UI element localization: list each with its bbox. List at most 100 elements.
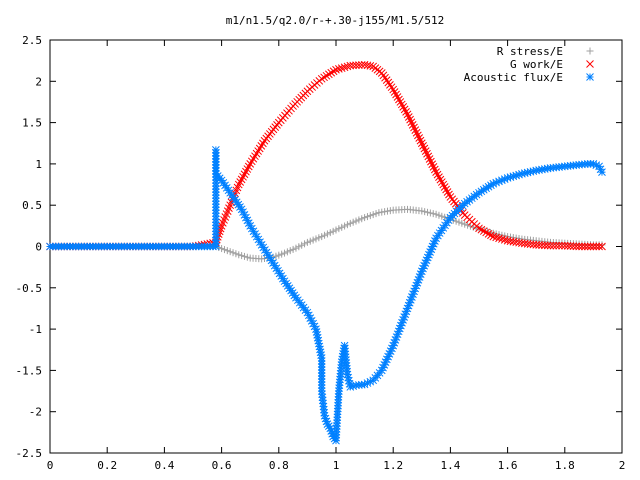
marker-stroke xyxy=(262,248,271,257)
marker-stroke xyxy=(304,311,313,320)
y-tick-label: -2 xyxy=(29,406,42,419)
marker-stroke xyxy=(243,216,252,225)
data-point xyxy=(386,80,394,89)
chart-title: m1/n1.5/q2.0/r-+.30-j155/M1.5/512 xyxy=(226,14,445,27)
marker-stroke xyxy=(535,241,543,249)
marker-stroke xyxy=(251,230,259,238)
marker-stroke xyxy=(498,235,506,243)
marker-stroke xyxy=(349,61,358,70)
marker-stroke xyxy=(552,241,561,250)
data-point xyxy=(404,113,413,121)
marker-stroke xyxy=(586,242,595,251)
marker-stroke xyxy=(269,259,277,267)
data-point xyxy=(390,88,399,96)
marker-stroke xyxy=(523,168,532,177)
marker-stroke xyxy=(546,241,555,250)
data-point xyxy=(418,207,426,215)
marker-stroke xyxy=(442,185,450,194)
data-point xyxy=(403,110,412,119)
data-point xyxy=(417,139,426,148)
y-tick-label: -0.5 xyxy=(16,282,43,295)
data-point xyxy=(283,248,291,256)
data-point xyxy=(349,61,358,70)
marker-stroke xyxy=(222,184,231,192)
marker-stroke xyxy=(236,203,244,211)
x-tick-label: 0.2 xyxy=(97,459,117,472)
data-point xyxy=(477,225,486,234)
marker-stroke xyxy=(242,213,250,222)
data-point xyxy=(343,221,351,229)
data-point xyxy=(592,242,601,251)
legend-marker xyxy=(586,47,594,55)
data-point xyxy=(429,163,438,171)
data-point xyxy=(377,69,386,77)
data-point xyxy=(424,208,432,216)
data-point xyxy=(572,242,581,251)
data-point xyxy=(220,246,228,254)
marker-stroke xyxy=(569,242,578,251)
marker-stroke xyxy=(340,63,349,72)
marker-stroke xyxy=(477,225,486,234)
marker-stroke xyxy=(232,198,241,207)
marker-stroke xyxy=(412,128,421,137)
data-point xyxy=(484,229,493,238)
marker-stroke xyxy=(403,110,412,119)
y-tick-label: -1.5 xyxy=(16,364,43,377)
marker-stroke xyxy=(415,134,424,142)
marker-stroke xyxy=(275,269,284,278)
x-tick-label: 0.6 xyxy=(212,459,232,472)
marker-stroke xyxy=(344,373,353,382)
data-point xyxy=(389,85,398,94)
data-point xyxy=(461,220,469,228)
x-tick-label: 0.4 xyxy=(154,459,174,472)
marker-stroke xyxy=(509,172,518,181)
marker-stroke xyxy=(595,242,603,251)
marker-stroke xyxy=(572,242,581,251)
marker-stroke xyxy=(421,147,430,155)
marker-stroke xyxy=(256,238,264,246)
data-point xyxy=(535,241,543,249)
data-point xyxy=(498,235,506,243)
data-point xyxy=(215,227,224,236)
data-point xyxy=(372,210,380,218)
data-point xyxy=(437,178,446,186)
marker-stroke xyxy=(436,175,445,184)
data-point xyxy=(407,118,416,127)
marker-stroke xyxy=(506,173,515,181)
marker-stroke xyxy=(397,100,406,109)
marker-stroke xyxy=(317,74,326,83)
marker-stroke xyxy=(592,161,601,169)
marker-stroke xyxy=(355,61,363,69)
marker-stroke xyxy=(346,383,355,391)
marker-stroke xyxy=(386,80,394,89)
data-point xyxy=(414,131,422,140)
data-point xyxy=(379,71,388,80)
data-point xyxy=(295,243,303,251)
data-point xyxy=(410,123,418,132)
data-point xyxy=(408,120,417,129)
data-point xyxy=(438,212,446,220)
data-point xyxy=(406,115,414,124)
marker-stroke xyxy=(439,180,448,189)
x-tick-label: 1.4 xyxy=(440,459,460,472)
data-point xyxy=(322,71,331,80)
marker-stroke xyxy=(234,200,243,209)
data-point xyxy=(495,234,503,243)
marker-stroke xyxy=(274,266,282,275)
data-point xyxy=(419,142,427,150)
data-point xyxy=(346,61,355,70)
data-point xyxy=(566,242,575,250)
marker-stroke xyxy=(575,242,583,251)
data-point xyxy=(326,229,334,237)
data-point xyxy=(338,223,346,231)
data-point xyxy=(489,232,498,241)
marker-stroke xyxy=(424,152,433,161)
marker-stroke xyxy=(423,149,431,158)
marker-stroke xyxy=(432,168,440,177)
marker-stroke xyxy=(322,71,331,80)
x-tick-label: 1.8 xyxy=(555,459,575,472)
marker-stroke xyxy=(270,261,279,270)
marker-stroke xyxy=(487,231,495,240)
data-point xyxy=(235,251,243,259)
data-point xyxy=(369,211,377,219)
